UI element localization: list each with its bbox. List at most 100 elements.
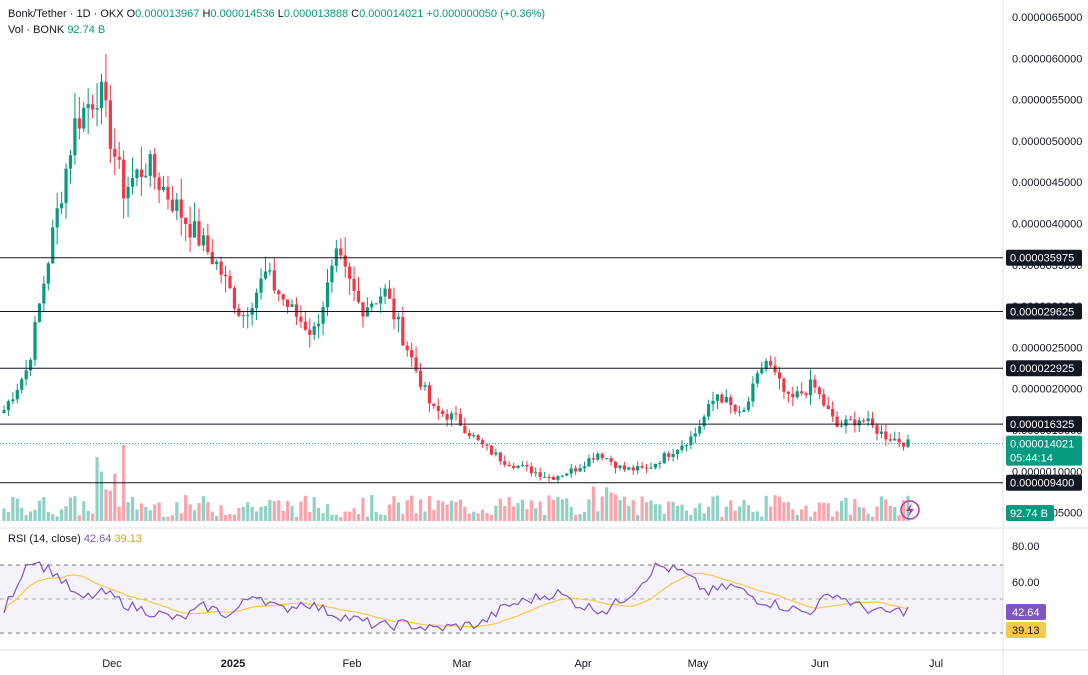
volume-bar: [379, 514, 383, 521]
candle-body: [441, 411, 445, 415]
volume-bar: [671, 501, 675, 521]
candle-body: [729, 397, 733, 405]
candle-body: [476, 435, 480, 441]
volume-bar: [113, 473, 117, 521]
candle-body: [286, 299, 290, 307]
candle-body: [259, 278, 263, 293]
volume-bar: [822, 502, 826, 521]
rsi-header: RSI (14, close) 42.64 39.13: [8, 533, 142, 545]
rsi-tick-label: 80.00: [1012, 541, 1040, 553]
rsi-tick-label: 60.00: [1012, 577, 1040, 589]
candle-body: [20, 379, 24, 390]
candle-body: [480, 440, 485, 445]
candle-body: [374, 303, 378, 305]
candle-body: [613, 461, 618, 469]
candle-body: [689, 436, 693, 446]
volume-bar: [356, 514, 361, 521]
candle-body: [148, 154, 152, 176]
candle-body: [813, 379, 817, 388]
candle-body: [277, 290, 281, 295]
volume-bar: [808, 516, 813, 521]
level-label-box: [1006, 303, 1082, 320]
volume-bar: [844, 497, 848, 521]
volume-bar: [246, 502, 250, 521]
ohlc-header: Bonk/Tether · 1D · OKX O0.000013967 H0.0…: [8, 8, 546, 20]
candle-body: [636, 465, 640, 471]
volume-bar: [223, 515, 228, 521]
volume-bar: [675, 505, 680, 521]
volume-bar: [108, 490, 112, 521]
close-value: 0.000014021: [359, 8, 424, 20]
volume-bar: [777, 496, 782, 521]
candle-body: [294, 304, 299, 317]
candle-body: [15, 389, 19, 400]
candle-body: [99, 81, 104, 109]
volume-bar: [365, 516, 369, 521]
candle-body: [472, 435, 476, 437]
volume-bar: [161, 516, 166, 521]
price-tick-label: 0.0000065000: [1012, 12, 1082, 24]
volume-bar: [188, 504, 192, 521]
volume-bar: [485, 513, 489, 521]
candle-body: [534, 472, 538, 474]
candle-body: [742, 409, 746, 412]
volume-bar: [698, 503, 702, 521]
candle-body: [556, 476, 560, 480]
volume-bar: [596, 511, 600, 521]
low-value: 0.000013888: [283, 8, 349, 20]
candle-body: [879, 431, 884, 434]
candle-body: [423, 385, 427, 387]
candle-body: [587, 458, 591, 467]
candle-body: [383, 288, 387, 297]
volume-bar: [480, 509, 485, 521]
volume-bar: [157, 502, 161, 521]
volume-bar: [738, 506, 742, 521]
volume-bar: [73, 496, 77, 521]
volume-bar: [68, 497, 73, 521]
candle-body: [6, 401, 11, 411]
candle-body: [2, 410, 6, 414]
volume-bar: [512, 506, 516, 521]
candle-body: [95, 108, 99, 110]
volume-bar: [831, 516, 835, 521]
candle-body: [64, 168, 68, 204]
candle-body: [215, 261, 219, 265]
candle-body: [246, 314, 250, 316]
volume-bar: [751, 511, 755, 521]
candle-body: [206, 235, 210, 253]
volume-bar: [99, 471, 104, 521]
candle-body: [897, 438, 901, 443]
volume-bar: [281, 510, 285, 521]
volume-bar: [139, 503, 143, 521]
candle-body: [516, 465, 520, 469]
volume-bar: [711, 496, 715, 521]
volume-bar: [237, 507, 241, 521]
candle-body: [427, 385, 432, 404]
symbol-label: Bonk/Tether · 1D · OKX: [8, 8, 124, 20]
candle-body: [835, 416, 839, 427]
volume-bar: [702, 513, 706, 521]
volume-bar: [786, 502, 790, 521]
volume-bar: [126, 502, 130, 521]
level-label-box: [1006, 249, 1082, 266]
volume-bar: [215, 515, 219, 521]
rsi-ma-box: [1006, 622, 1046, 638]
candle-body: [113, 148, 117, 157]
volume-bar: [86, 510, 90, 521]
candle-body: [343, 255, 347, 267]
candle-body: [764, 360, 768, 370]
volume-bar: [423, 511, 427, 521]
volume-bar: [826, 503, 830, 521]
candle-body: [308, 329, 312, 335]
candle-body: [489, 445, 494, 455]
volume-bar: [263, 506, 268, 521]
volume-bar: [875, 506, 879, 521]
volume-bar: [605, 487, 609, 521]
candle-body: [436, 405, 440, 412]
candle-body: [503, 461, 507, 465]
volume-bar: [680, 504, 684, 521]
candle-body: [303, 321, 307, 330]
candle-body: [808, 379, 813, 396]
volume-bar: [458, 499, 463, 521]
